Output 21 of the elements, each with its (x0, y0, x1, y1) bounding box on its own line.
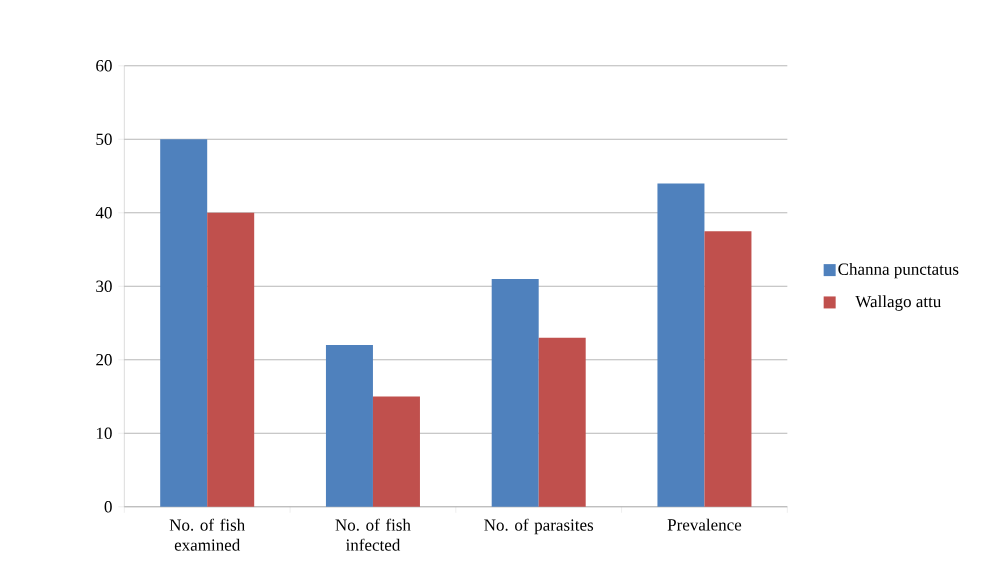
bar (704, 231, 752, 507)
bar (325, 345, 373, 507)
y-tick-label: 0 (104, 501, 112, 513)
y-tick-label: 50 (96, 133, 112, 146)
x-tick-label: No. of parasites (484, 518, 594, 535)
y-tick-label: 60 (96, 60, 112, 72)
legend-label: Channa punctatus (838, 262, 959, 279)
y-tick-label: 30 (96, 280, 112, 293)
legend-label: Wallago attu (855, 295, 942, 311)
bar (372, 396, 420, 507)
bar (657, 183, 705, 507)
x-tick-label: No. of fish examined (169, 518, 245, 551)
y-tick-label: 40 (95, 207, 112, 219)
bar (538, 337, 586, 507)
bar (207, 212, 255, 507)
x-tick-label: No. of fish infected (335, 518, 411, 551)
bar (491, 278, 539, 507)
bar (160, 139, 208, 507)
y-tick-label: 20 (96, 354, 112, 366)
x-tick-label: Prevalence (667, 518, 742, 531)
y-tick-label: 10 (96, 427, 112, 440)
